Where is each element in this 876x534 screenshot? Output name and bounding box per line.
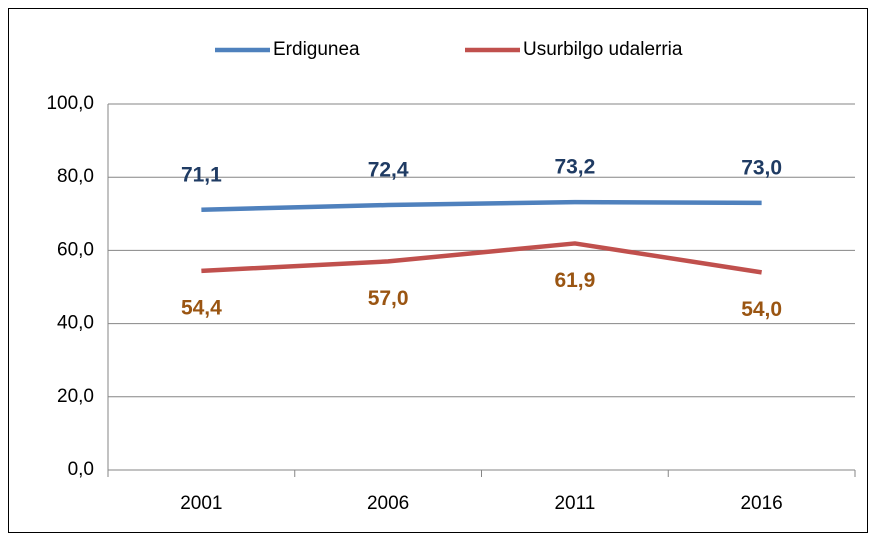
data-label: 54,4 bbox=[181, 296, 222, 319]
data-label: 72,4 bbox=[368, 159, 409, 182]
x-tick-label: 2016 bbox=[740, 493, 782, 514]
data-label: 57,0 bbox=[368, 287, 409, 310]
x-tick-label: 2011 bbox=[554, 493, 595, 514]
y-tick-label: 80,0 bbox=[57, 166, 94, 187]
series-line bbox=[201, 241, 762, 275]
series-line bbox=[201, 199, 762, 213]
data-label: 73,2 bbox=[554, 156, 595, 179]
y-tick-label: 40,0 bbox=[57, 313, 94, 334]
data-label: 61,9 bbox=[554, 269, 595, 292]
data-label: 54,0 bbox=[741, 298, 782, 321]
y-tick-label: 60,0 bbox=[57, 239, 94, 260]
x-tick-label: 2006 bbox=[367, 493, 409, 514]
y-tick-label: 20,0 bbox=[57, 386, 94, 407]
data-label: 73,0 bbox=[741, 156, 782, 179]
y-tick-label: 100,0 bbox=[46, 93, 94, 114]
y-tick-label: 0,0 bbox=[68, 459, 94, 480]
data-label: 71,1 bbox=[181, 163, 222, 186]
legend-label: Erdigunea bbox=[273, 39, 360, 60]
chart-border bbox=[8, 8, 868, 533]
legend-label: Usurbilgo udalerria bbox=[523, 39, 683, 60]
x-tick-label: 2001 bbox=[180, 493, 222, 514]
